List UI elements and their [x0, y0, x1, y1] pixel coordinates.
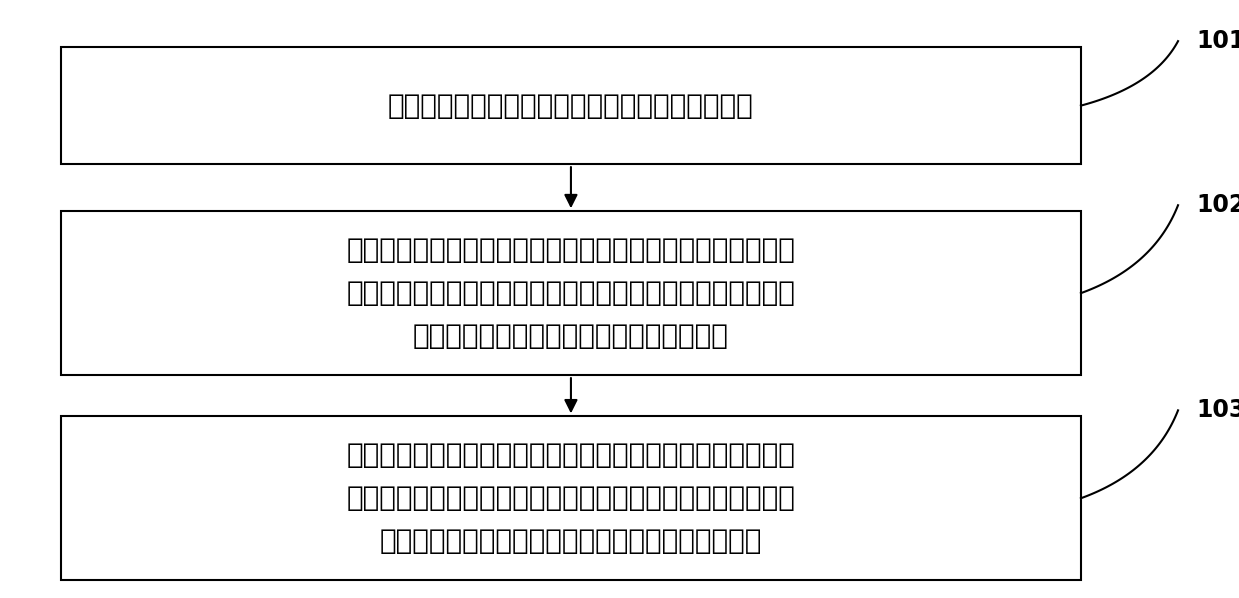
Text: 根据所述设施农业负荷模型及分布式光伏电源出力模型，基于: 根据所述设施农业负荷模型及分布式光伏电源出力模型，基于 — [347, 441, 795, 469]
Text: 102: 102 — [1196, 193, 1239, 217]
Text: 建立目标函数及相应的约束条件，所述目标函数为分布式光伏: 建立目标函数及相应的约束条件，所述目标函数为分布式光伏 — [347, 236, 795, 264]
Bar — [61, 211, 1080, 375]
Text: 纳控制策略，并根据所述控制策略选择最佳消纳方式: 纳控制策略，并根据所述控制策略选择最佳消纳方式 — [379, 527, 762, 556]
Text: 所述目标函数设计以光伏功率消纳最大化为目标的负荷时移消: 所述目标函数设计以光伏功率消纳最大化为目标的负荷时移消 — [347, 484, 795, 512]
Text: 电源消纳函数，所述约束条件包括系统功率平衡约束、光伏出: 电源消纳函数，所述约束条件包括系统功率平衡约束、光伏出 — [347, 279, 795, 307]
Bar — [61, 416, 1080, 580]
Bar — [61, 47, 1080, 164]
Text: 103: 103 — [1196, 398, 1239, 422]
Text: 建立设施农业负荷模型及分布式光伏电源出力模型: 建立设施农业负荷模型及分布式光伏电源出力模型 — [388, 91, 753, 120]
Text: 101: 101 — [1196, 29, 1239, 53]
Text: 力约束、蓄电池充放电约束和节点电压约束: 力约束、蓄电池充放电约束和节点电压约束 — [413, 322, 729, 350]
